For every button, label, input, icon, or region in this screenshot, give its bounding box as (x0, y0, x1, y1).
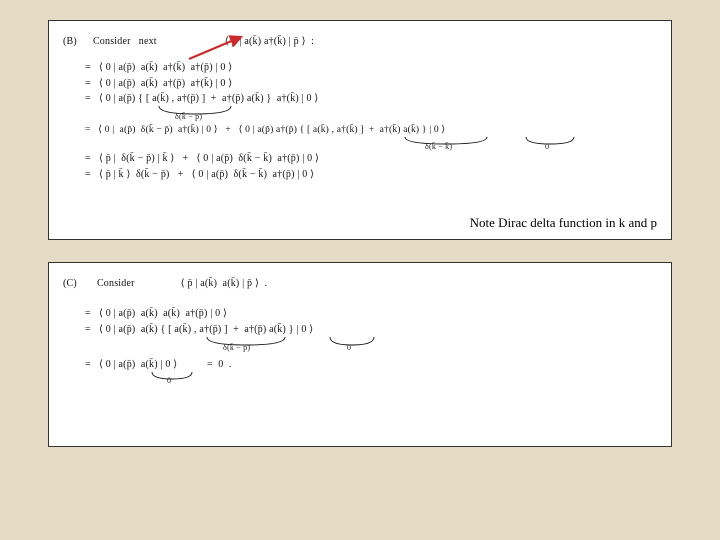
eq-c-2: = ⟨ 0 | a(p̄) a(k̄) { [ a(k̄) , a†(p̄) ]… (85, 323, 657, 337)
sub-annot-c1: δ(k̄ − p̄) (223, 343, 250, 354)
sub-annot-c2: 0 (347, 343, 351, 354)
panel-b: (B) Consider next ⟨ p̄ | a(k̄) a†(k̄) | … (48, 20, 672, 240)
eq-b-2: = ⟨ 0 | a(p̄) a(k̄) a†(p̄) a†(k̄) | 0 ⟩ (85, 77, 657, 91)
panel-c-intro: Consider (97, 277, 135, 291)
eq-c-3: = ⟨ 0 | a(p̄) a(k̄) | 0 ⟩ = 0 . (85, 358, 657, 372)
eq-b-4: = ⟨ 0 | a(p̄) δ(k̄ − p̄) a†(k̄) | 0 ⟩ + … (85, 124, 657, 137)
panel-b-header-expr: ⟨ p̄ | a(k̄) a†(k̄) | p̄ ⟩ : (225, 35, 314, 49)
sub-annot-b1: δ(k̄ − p̄) (175, 112, 202, 123)
panel-b-label: (B) (63, 35, 77, 49)
sub-annot-b3: 0 (545, 142, 549, 153)
eq-b-5: = ⟨ p̄ | δ(k̄ − p̄) | k̄ ⟩ + ⟨ 0 | a(p̄)… (85, 152, 657, 166)
panel-c-header: (C) Consider ⟨ p̄ | a(k̄) a(k̄) | p̄ ⟩ . (63, 273, 657, 295)
eq-b-1: = ⟨ 0 | a(p̄) a(k̄) a†(k̄) a†(p̄) | 0 ⟩ (85, 61, 657, 75)
panel-c-label: (C) (63, 277, 77, 291)
panel-b-header: (B) Consider next ⟨ p̄ | a(k̄) a†(k̄) | … (63, 31, 657, 53)
panel-c: (C) Consider ⟨ p̄ | a(k̄) a(k̄) | p̄ ⟩ .… (48, 262, 672, 447)
sub-annot-b2: δ(k̄ − k̄) (425, 142, 452, 153)
eq-b-6: = ⟨ p̄ | k̄ ⟩ δ(k̄ − p̄) + ⟨ 0 | a(p̄) δ… (85, 168, 657, 182)
sub-annot-c3: 0 (167, 376, 171, 387)
eq-c-1: = ⟨ 0 | a(p̄) a(k̄) a(k̄) a†(p̄) | 0 ⟩ (85, 307, 657, 321)
eq-b-3: = ⟨ 0 | a(p̄) { [ a(k̄) , a†(p̄) ] + a†(… (85, 92, 657, 106)
dirac-note: Note Dirac delta function in k and p (470, 215, 657, 231)
panel-b-intro: Consider next (93, 35, 157, 49)
brace-c3-icon (149, 370, 195, 386)
panel-c-header-expr: ⟨ p̄ | a(k̄) a(k̄) | p̄ ⟩ . (181, 277, 268, 291)
